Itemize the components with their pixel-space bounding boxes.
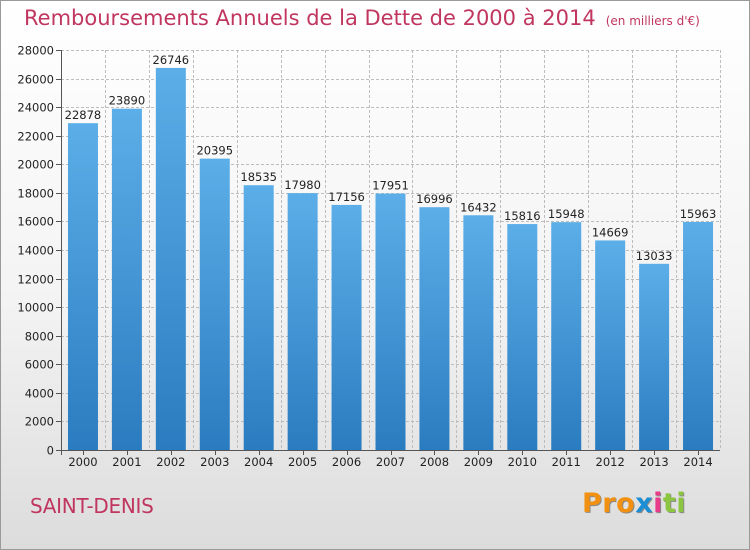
y-tick-label: 8000 — [25, 330, 54, 344]
logo-letter: i — [676, 488, 687, 519]
bar — [287, 193, 318, 450]
chart-title-text: Remboursements Annuels de la Dette de 20… — [24, 6, 596, 30]
bar — [155, 67, 186, 451]
x-tick-label: 2006 — [332, 455, 361, 469]
y-tick-label: 10000 — [17, 301, 54, 315]
value-label: 17951 — [372, 179, 409, 193]
x-tick-label: 2009 — [464, 455, 493, 469]
value-label: 20395 — [196, 144, 233, 158]
bar — [111, 108, 142, 450]
bar — [375, 193, 406, 451]
bar — [551, 222, 582, 450]
y-tick-label: 28000 — [17, 44, 54, 58]
value-label: 17156 — [328, 190, 365, 204]
x-tick-label: 2002 — [156, 455, 185, 469]
x-tick-label: 2012 — [596, 455, 625, 469]
logo-letter: o — [616, 488, 636, 519]
x-tick-label: 2003 — [200, 455, 229, 469]
y-tick-label: 2000 — [25, 415, 54, 429]
bar — [595, 240, 626, 450]
bar — [199, 158, 230, 450]
y-tick-label: 26000 — [17, 73, 54, 87]
value-label: 17980 — [284, 178, 321, 192]
value-label: 16432 — [460, 200, 497, 214]
bar — [507, 224, 538, 450]
value-label: 18535 — [240, 170, 277, 184]
logo-letter: i — [653, 488, 663, 519]
value-label: 22878 — [65, 108, 102, 122]
bar — [639, 263, 670, 450]
y-tick-label: 18000 — [17, 187, 54, 201]
value-label: 13033 — [636, 249, 673, 263]
y-tick-label: 0 — [47, 444, 54, 458]
y-tick-label: 22000 — [17, 130, 54, 144]
value-label: 15963 — [680, 207, 717, 221]
axes — [56, 50, 720, 455]
chart-title: Remboursements Annuels de la Dette de 20… — [24, 6, 700, 30]
y-tick-label: 4000 — [25, 387, 54, 401]
bar — [67, 123, 98, 451]
value-label: 15816 — [504, 209, 541, 223]
x-tick-label: 2013 — [639, 455, 668, 469]
y-tick-label: 6000 — [25, 358, 54, 372]
labels: 0 2000 4000 6000 8000 10000 12000 14000 16000 180… — [17, 44, 716, 470]
value-label: 16996 — [416, 192, 453, 206]
x-tick-label: 2007 — [376, 455, 405, 469]
bar — [331, 204, 362, 450]
x-tick-label: 2011 — [552, 455, 581, 469]
bar — [463, 215, 494, 450]
x-tick-label: 2000 — [68, 455, 97, 469]
bars — [67, 67, 714, 451]
bar — [683, 221, 714, 450]
x-tick-label: 2010 — [508, 455, 537, 469]
x-tick-label: 2014 — [683, 455, 712, 469]
value-label: 23890 — [109, 94, 146, 108]
value-label: 26746 — [153, 53, 190, 67]
logo-letter: P — [582, 488, 603, 519]
logo-letter: t — [662, 488, 677, 519]
grid-lines — [61, 50, 721, 450]
proxiti-logo[interactable]: Proxiti — [582, 488, 686, 519]
x-tick-label: 2001 — [112, 455, 141, 469]
commune-name: SAINT-DENIS — [30, 494, 154, 518]
value-label: 14669 — [592, 225, 629, 239]
bar — [419, 207, 450, 450]
y-tick-label: 14000 — [17, 244, 54, 258]
logo-letter: x — [635, 488, 654, 519]
x-tick-label: 2008 — [420, 455, 449, 469]
logo-letter: r — [602, 488, 617, 519]
x-tick-label: 2004 — [244, 455, 273, 469]
y-tick-label: 16000 — [17, 215, 54, 229]
bar — [243, 185, 274, 450]
y-tick-label: 20000 — [17, 158, 54, 172]
x-tick-label: 2005 — [288, 455, 317, 469]
y-tick-label: 12000 — [17, 273, 54, 287]
value-label: 15948 — [548, 207, 585, 221]
y-tick-label: 24000 — [17, 101, 54, 115]
chart-unit-note: (en milliers d'€) — [605, 14, 700, 28]
